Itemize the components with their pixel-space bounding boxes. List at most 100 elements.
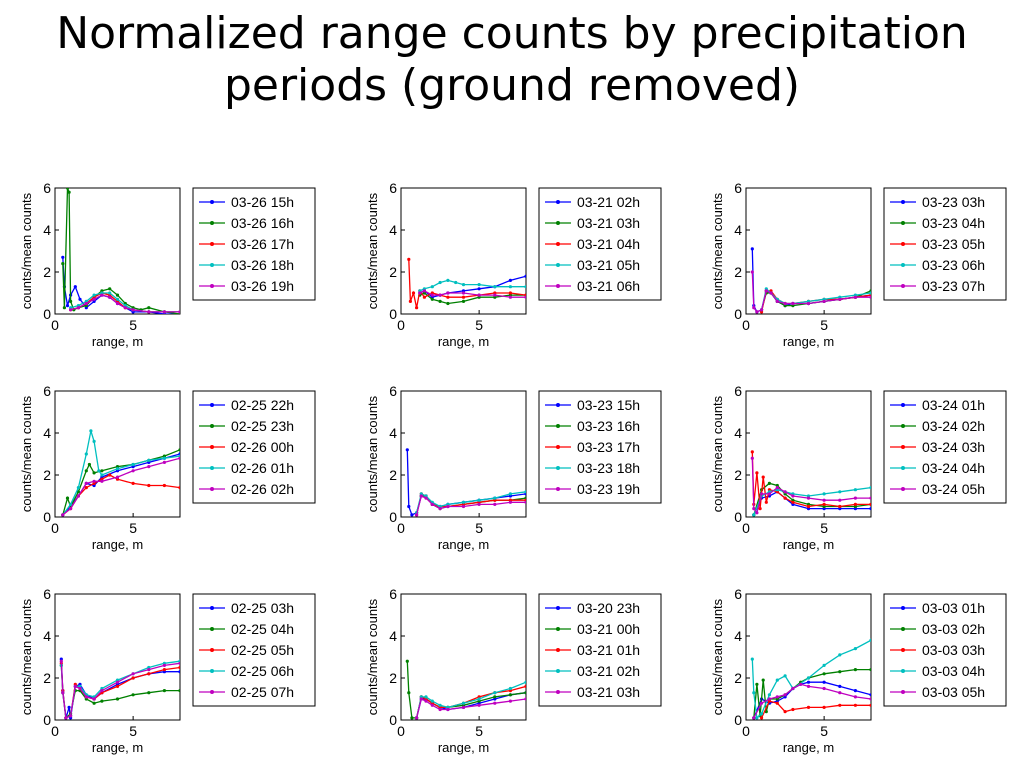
legend-marker: [901, 445, 905, 449]
y-tick-label: 2: [389, 670, 397, 686]
legend-label: 03-21 03h: [577, 684, 640, 700]
data-point: [524, 684, 526, 688]
x-tick-label: 0: [742, 520, 750, 536]
y-tick-label: 2: [389, 467, 397, 483]
data-point: [767, 481, 772, 485]
legend-marker: [556, 487, 560, 491]
data-point: [67, 190, 71, 194]
data-point: [61, 255, 65, 259]
data-point: [524, 490, 526, 494]
legend-marker: [556, 284, 560, 288]
data-point: [775, 678, 779, 682]
x-tick-label: 5: [475, 723, 483, 739]
legend: 03-23 15h 03-23 16h 03-23 17h 03-23 18h 03-2…: [538, 390, 662, 504]
data-point: [869, 496, 871, 500]
legend-box: [538, 187, 662, 301]
data-point: [147, 458, 151, 462]
data-point: [162, 663, 166, 668]
data-point: [806, 680, 811, 684]
legend-label: 03-26 15h: [231, 194, 294, 210]
data-point: [822, 492, 826, 496]
data-point: [822, 672, 826, 676]
data-point: [764, 289, 768, 293]
data-point: [147, 672, 151, 676]
data-point: [446, 707, 450, 712]
data-point: [806, 504, 811, 509]
data-point: [822, 680, 826, 684]
data-point: [524, 691, 526, 695]
data-point: [508, 500, 512, 504]
data-point: [84, 301, 88, 306]
data-point: [108, 473, 112, 477]
legend-marker: [901, 424, 905, 428]
data-point: [419, 494, 423, 498]
legend-marker: [556, 648, 560, 652]
data-point: [73, 684, 77, 689]
legend-label: 03-23 07h: [922, 278, 985, 294]
data-point: [446, 295, 450, 299]
data-point: [508, 693, 512, 697]
data-point: [408, 299, 412, 303]
data-point: [838, 498, 842, 502]
data-point: [123, 306, 127, 310]
data-point: [869, 486, 871, 490]
x-tick-label: 0: [397, 317, 405, 333]
legend-label: 03-26 16h: [231, 215, 294, 231]
data-point: [822, 705, 826, 710]
data-point: [405, 659, 409, 663]
legend-marker: [210, 403, 214, 407]
legend: 03-26 15h 03-26 16h 03-26 17h 03-26 18h 03-2…: [192, 187, 316, 301]
data-point: [162, 668, 166, 672]
data-point: [430, 293, 434, 297]
data-point: [78, 686, 82, 691]
legend-label: 02-25 05h: [231, 642, 294, 658]
data-point: [84, 469, 88, 473]
y-axis-label: counts/mean counts: [710, 395, 725, 512]
legend-marker: [556, 263, 560, 267]
legend-label: 03-23 18h: [577, 460, 640, 476]
plot-frame: [54, 187, 181, 315]
data-point: [446, 504, 450, 509]
data-point: [791, 494, 795, 498]
data-point: [760, 308, 764, 312]
legend: 03-03 01h 03-03 02h 03-03 03h 03-03 04h 03-0…: [883, 593, 1007, 707]
data-point: [84, 481, 88, 485]
data-point: [61, 262, 65, 266]
legend: 03-21 02h 03-21 03h 03-21 04h 03-21 05h 03-2…: [538, 187, 662, 301]
data-point: [410, 513, 414, 517]
data-point: [869, 507, 871, 511]
legend-marker: [556, 403, 560, 407]
data-point: [783, 693, 787, 697]
y-tick-label: 0: [734, 712, 742, 728]
y-tick-label: 4: [389, 628, 397, 644]
x-tick-label: 5: [820, 317, 828, 333]
y-tick-label: 6: [43, 383, 51, 399]
data-point: [147, 483, 151, 488]
data-point: [178, 665, 180, 670]
y-tick-label: 6: [734, 180, 742, 196]
legend-label: 03-21 02h: [577, 663, 640, 679]
y-tick-label: 4: [389, 222, 397, 238]
y-tick-label: 2: [389, 264, 397, 280]
legend-marker: [901, 627, 905, 631]
data-point: [767, 697, 772, 701]
data-point: [461, 291, 466, 295]
data-point: [752, 513, 756, 517]
data-point: [147, 306, 151, 310]
data-point: [869, 638, 871, 642]
data-point: [115, 297, 120, 301]
data-point: [115, 475, 120, 479]
data-point: [853, 488, 858, 492]
data-point: [791, 500, 795, 504]
data-point: [97, 469, 101, 473]
y-axis-label: counts/mean counts: [19, 395, 34, 512]
data-point: [69, 714, 73, 718]
data-point: [853, 668, 858, 672]
legend-label: 03-21 03h: [577, 215, 640, 231]
data-point: [69, 308, 73, 312]
data-point: [508, 278, 512, 282]
y-axis-label: counts/mean counts: [365, 395, 380, 512]
series-5: [750, 456, 871, 515]
data-point: [853, 295, 858, 299]
